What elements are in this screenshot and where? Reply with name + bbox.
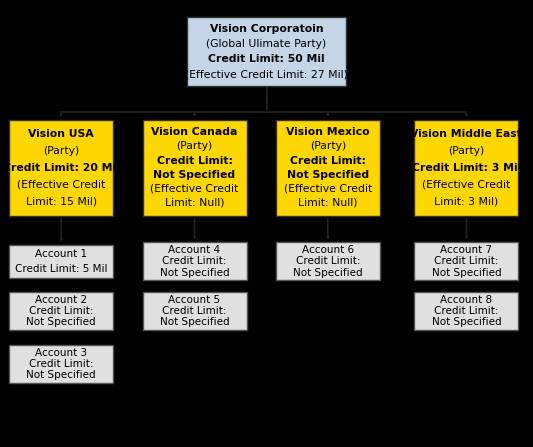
Text: Account 6: Account 6 — [302, 245, 354, 255]
Text: Limit: 15 Mil): Limit: 15 Mil) — [26, 196, 97, 207]
Text: Credit Limit:: Credit Limit: — [157, 156, 232, 165]
Text: (Party): (Party) — [310, 142, 346, 152]
Text: Not Specified: Not Specified — [432, 268, 501, 278]
FancyBboxPatch shape — [10, 345, 114, 384]
FancyBboxPatch shape — [10, 245, 114, 278]
Text: Vision Mexico: Vision Mexico — [286, 127, 369, 137]
Text: Account 5: Account 5 — [168, 295, 221, 304]
Text: Vision Canada: Vision Canada — [151, 127, 238, 137]
Text: (Party): (Party) — [176, 142, 213, 152]
Text: (Party): (Party) — [448, 146, 484, 156]
Text: Limit: Null): Limit: Null) — [298, 198, 358, 208]
Text: Credit Limit: 50 Mil: Credit Limit: 50 Mil — [208, 54, 325, 64]
Text: Credit Limit:: Credit Limit: — [29, 359, 94, 369]
FancyBboxPatch shape — [142, 120, 246, 216]
FancyBboxPatch shape — [142, 242, 246, 281]
Text: Credit Limit: 3 Mil: Credit Limit: 3 Mil — [412, 163, 521, 173]
Text: Credit Limit: 5 Mil: Credit Limit: 5 Mil — [15, 264, 108, 274]
Text: Not Specified: Not Specified — [293, 268, 362, 278]
Text: Vision USA: Vision USA — [28, 129, 94, 139]
Text: Vision Corporatoin: Vision Corporatoin — [209, 24, 324, 34]
Text: (Global Ulimate Party): (Global Ulimate Party) — [206, 39, 327, 49]
Text: Account 7: Account 7 — [440, 245, 492, 255]
Text: Not Specified: Not Specified — [27, 317, 96, 327]
Text: Credit Limit:: Credit Limit: — [434, 306, 499, 316]
FancyBboxPatch shape — [142, 291, 246, 330]
Text: (Effective Credit: (Effective Credit — [422, 180, 511, 190]
Text: Account 1: Account 1 — [35, 249, 87, 259]
Text: Limit: Null): Limit: Null) — [165, 198, 224, 208]
Text: Not Specified: Not Specified — [432, 317, 501, 327]
Text: Credit Limit:: Credit Limit: — [162, 257, 227, 266]
Text: Credit Limit: 20 Mil: Credit Limit: 20 Mil — [3, 163, 120, 173]
FancyBboxPatch shape — [415, 242, 518, 281]
Text: Vision Middle East: Vision Middle East — [410, 129, 522, 139]
Text: Credit Limit:: Credit Limit: — [434, 257, 499, 266]
Text: Credit Limit:: Credit Limit: — [162, 306, 227, 316]
Text: Not Specified: Not Specified — [154, 170, 236, 180]
FancyBboxPatch shape — [276, 242, 379, 281]
Text: Credit Limit:: Credit Limit: — [29, 306, 94, 316]
Text: (Effective Credit: (Effective Credit — [150, 184, 239, 194]
FancyBboxPatch shape — [187, 17, 346, 86]
Text: Not Specified: Not Specified — [160, 268, 229, 278]
Text: Credit Limit:: Credit Limit: — [290, 156, 366, 165]
Text: Not Specified: Not Specified — [160, 317, 229, 327]
Text: (Effective Credit Limit: 27 Mil): (Effective Credit Limit: 27 Mil) — [185, 69, 348, 79]
Text: Account 8: Account 8 — [440, 295, 492, 304]
Text: Account 2: Account 2 — [35, 295, 87, 304]
Text: Credit Limit:: Credit Limit: — [295, 257, 360, 266]
Text: Account 4: Account 4 — [168, 245, 221, 255]
Text: (Effective Credit: (Effective Credit — [284, 184, 372, 194]
Text: Limit: 3 Mil): Limit: 3 Mil) — [434, 196, 498, 207]
Text: (Party): (Party) — [43, 146, 79, 156]
FancyBboxPatch shape — [415, 120, 518, 216]
FancyBboxPatch shape — [10, 291, 114, 330]
Text: Not Specified: Not Specified — [27, 371, 96, 380]
FancyBboxPatch shape — [415, 291, 518, 330]
Text: Not Specified: Not Specified — [287, 170, 369, 180]
Text: Account 3: Account 3 — [35, 348, 87, 358]
FancyBboxPatch shape — [276, 120, 379, 216]
FancyBboxPatch shape — [10, 120, 114, 216]
Text: (Effective Credit: (Effective Credit — [17, 180, 106, 190]
